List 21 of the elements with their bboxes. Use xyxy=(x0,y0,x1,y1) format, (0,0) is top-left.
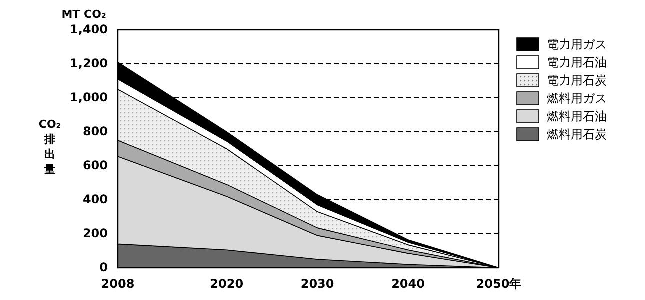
y-tick-label: 200 xyxy=(82,226,108,240)
y-tick-label: 1,200 xyxy=(70,56,108,70)
legend-label: 燃料用石炭 xyxy=(547,127,607,142)
y-tick-label: 0 xyxy=(100,260,108,274)
y-tick-label: 1,000 xyxy=(70,90,108,104)
legend-label: 燃料用ガス xyxy=(547,91,607,106)
x-tick-label: 2050年 xyxy=(476,277,522,291)
y-tick-label: 600 xyxy=(82,158,108,172)
y-tick-label: 1,400 xyxy=(70,22,108,36)
x-tick-label: 2030 xyxy=(300,277,334,291)
legend-label: 電力用石炭 xyxy=(547,73,607,88)
legend-label: 電力用石油 xyxy=(547,55,607,70)
y-tick-label: 800 xyxy=(82,124,108,138)
text: MT CO₂ xyxy=(62,8,106,21)
legend-label: 電力用ガス xyxy=(547,37,607,52)
y-tick-label: 400 xyxy=(82,192,108,206)
x-tick-label: 2040 xyxy=(392,277,425,291)
x-tick-label: 2008 xyxy=(101,277,135,291)
x-tick-label: 2020 xyxy=(210,277,244,291)
y-axis-title: CO₂排出量 xyxy=(38,118,62,176)
legend-label: 燃料用石油 xyxy=(547,109,607,124)
